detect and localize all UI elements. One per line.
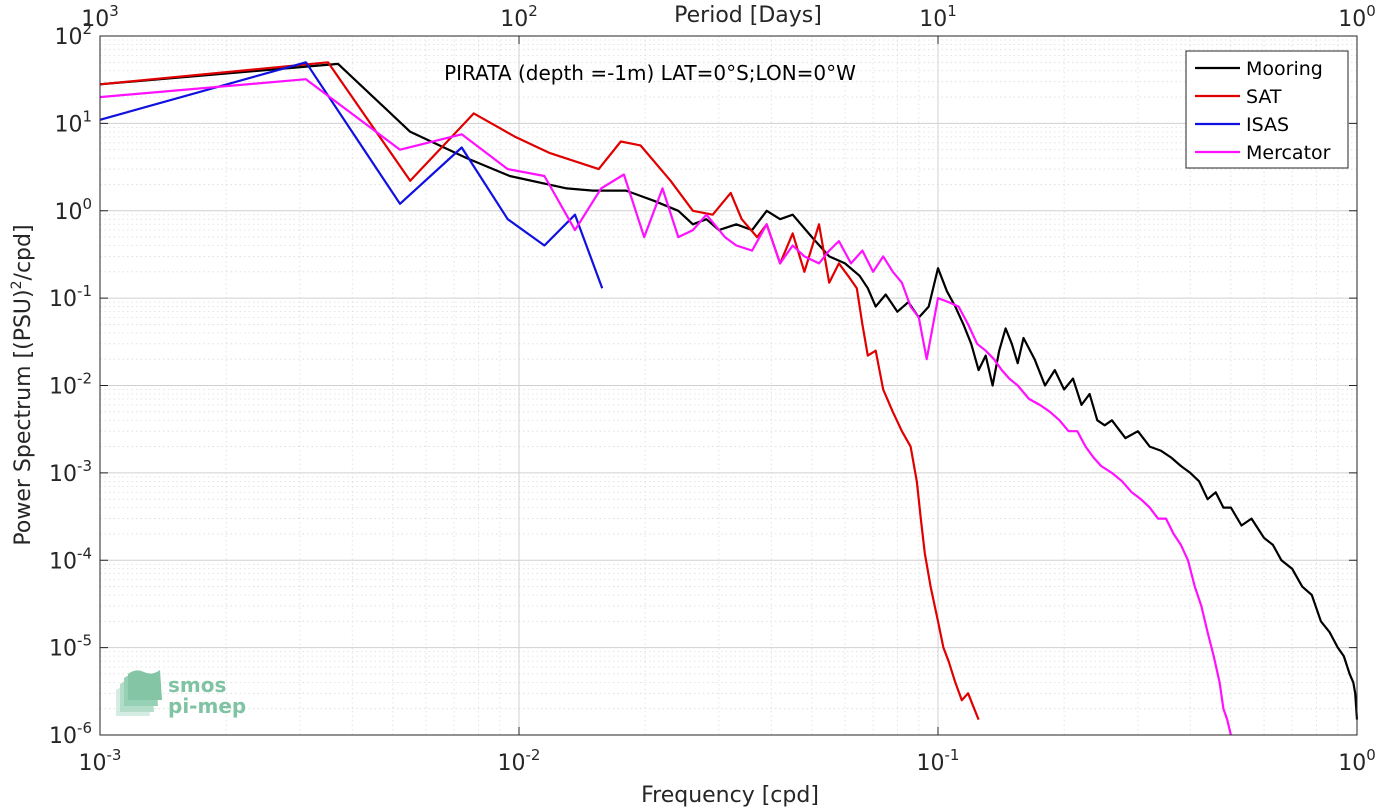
logo-line-2: pi-mep [168, 694, 246, 718]
series-line-sat [99, 61, 980, 721]
top-tick-label: 100 [1338, 2, 1376, 32]
top-tick-label: 101 [919, 2, 957, 32]
top-tick-label: 103 [81, 2, 119, 32]
y-tick-label: 102 [54, 20, 92, 50]
legend-label-sat: SAT [1246, 86, 1282, 108]
legend-entries: Mooring SAT ISAS Mercator [1195, 58, 1331, 164]
x-tick-label: 100 [1338, 746, 1376, 776]
legend-label-isas: ISAS [1246, 114, 1289, 136]
series-line-mercator [99, 78, 1232, 736]
legend-box [1185, 50, 1349, 169]
x-tick-label: 10-2 [498, 746, 541, 776]
chart-title: PIRATA (depth =-1m) LAT=0°S;LON=0°W [444, 61, 856, 85]
y-axis-label: Power Spectrum [(PSU)2/cpd] [9, 224, 36, 545]
x-axis-label: Frequency [cpd] [641, 783, 819, 808]
top-tick-label: 102 [500, 2, 538, 32]
x-tick-label: 10-1 [917, 746, 960, 776]
x-tick-label: 10-3 [79, 746, 122, 776]
y-tick-label: 10-4 [49, 544, 92, 574]
smos-logo: smos pi-mep [116, 670, 246, 718]
top-axis-label: Period [Days] [674, 3, 822, 28]
y-tick-label: 101 [54, 107, 92, 137]
y-tick-label: 10-1 [49, 282, 92, 312]
y-tick-label: 10-6 [49, 719, 92, 749]
smos-wave-icon [116, 670, 162, 716]
y-tick-label: 10-3 [49, 457, 92, 487]
series-lines [99, 61, 1359, 736]
y-tick-label: 10-2 [49, 370, 92, 400]
y-tick-label: 10-5 [49, 632, 92, 662]
series-line-mooring [99, 62, 1359, 720]
legend-label-mooring: Mooring [1246, 58, 1323, 80]
major-grid [100, 36, 1357, 735]
legend: Mooring SAT ISAS Mercator [1185, 50, 1349, 169]
logo-line-1: smos [168, 673, 226, 697]
y-tick-label: 100 [54, 195, 92, 225]
legend-label-mercator: Mercator [1246, 142, 1331, 164]
